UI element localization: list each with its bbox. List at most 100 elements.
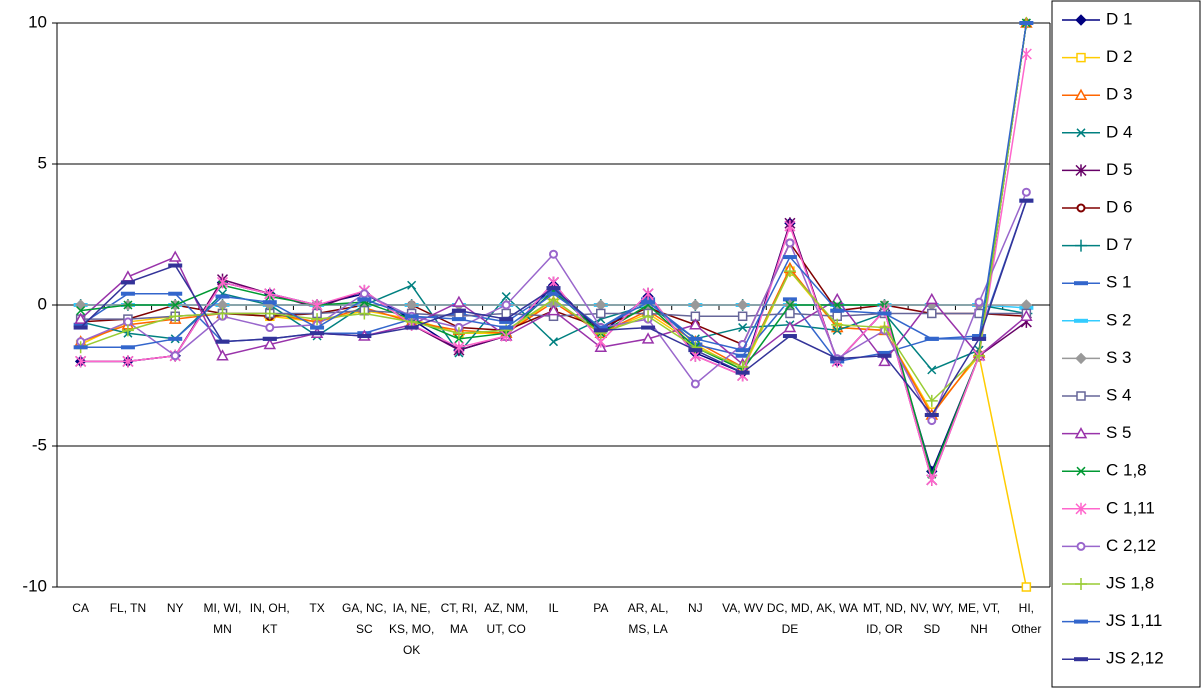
marker [785,238,795,248]
y-tick-label: 10 [28,12,47,31]
marker [73,322,88,327]
marker [877,353,892,358]
x-tick-label: FL, TN [109,601,147,615]
marker [642,310,655,323]
marker [76,306,86,316]
marker [878,321,891,334]
legend-label: S 4 [1106,385,1132,404]
marker [359,289,369,299]
legend-label: C 1,11 [1106,498,1155,517]
marker [1076,541,1086,551]
marker [1075,164,1087,177]
legend-label: D 2 [1106,47,1132,66]
x-tick-label: ME, VT, NH [958,601,1001,636]
marker [73,325,88,330]
marker [926,473,938,486]
marker [262,300,277,305]
marker [1019,21,1034,25]
x-tick-label: AR, AL, MS, LA [627,601,669,636]
marker [121,270,135,282]
marker [263,337,277,350]
marker [404,325,419,330]
legend-label: D 4 [1106,122,1132,141]
marker [358,307,371,320]
marker [547,304,560,316]
legend-label: S 3 [1106,348,1132,367]
series-line [80,53,1028,483]
marker [123,317,133,327]
marker [925,292,939,305]
marker [1074,427,1088,439]
marker [451,317,466,322]
marker [830,292,844,305]
x-tick-label: AK, WA [816,601,858,615]
marker [262,336,277,341]
marker [168,250,182,262]
marker [311,299,323,311]
series [73,198,1034,417]
x-tick-label: GA, NC, SC [342,601,387,636]
series [73,21,1034,353]
marker [1075,578,1087,590]
marker [215,339,230,344]
marker [120,345,135,350]
series [75,48,1032,486]
marker [925,394,938,407]
legend-label: D 3 [1106,85,1132,104]
marker [1074,318,1088,323]
marker [499,317,514,322]
marker [452,327,465,340]
marker [499,319,514,324]
marker [548,337,559,347]
marker [831,318,844,331]
marker [1075,239,1087,252]
x-tick-label: HI, Other [1011,601,1042,636]
marker [735,348,750,353]
legend-label: S 5 [1106,423,1132,442]
marker [785,308,795,319]
marker [122,355,134,368]
marker [1076,203,1086,213]
legend-label: D 7 [1106,235,1132,254]
x-tick-label: IA, NE, KS, MO, OK [388,601,435,657]
marker [783,265,796,278]
marker [310,331,325,336]
x-tick-label: PA [593,601,609,615]
marker [927,308,937,319]
marker [404,314,419,319]
marker [1076,391,1086,401]
marker [784,220,796,233]
series [76,18,1031,479]
series [74,17,1033,478]
marker [878,354,891,367]
marker [357,334,372,339]
legend-label: D 6 [1106,197,1132,216]
marker [927,365,937,375]
marker [501,300,511,310]
marker [216,307,229,320]
x-tick-label: NY [166,601,184,615]
marker [1074,281,1088,286]
marker [1075,352,1087,365]
marker [311,313,324,326]
marker [1074,88,1088,100]
marker [120,291,135,296]
legend-label: S 2 [1106,310,1132,329]
marker [1021,187,1031,197]
marker [216,349,229,361]
marker [783,321,797,333]
x-tick-label: MT, ND, ID, OR [862,601,907,636]
x-tick-label: MI, WI, MN [203,601,242,636]
marker [593,328,608,333]
marker [641,325,656,330]
marker [738,323,748,333]
marker [737,311,748,322]
legend-label: S 1 [1106,273,1132,292]
series-line [80,22,1028,477]
marker [972,336,987,341]
y-tick-label: 5 [38,153,47,172]
marker [782,255,797,260]
marker [170,300,180,310]
